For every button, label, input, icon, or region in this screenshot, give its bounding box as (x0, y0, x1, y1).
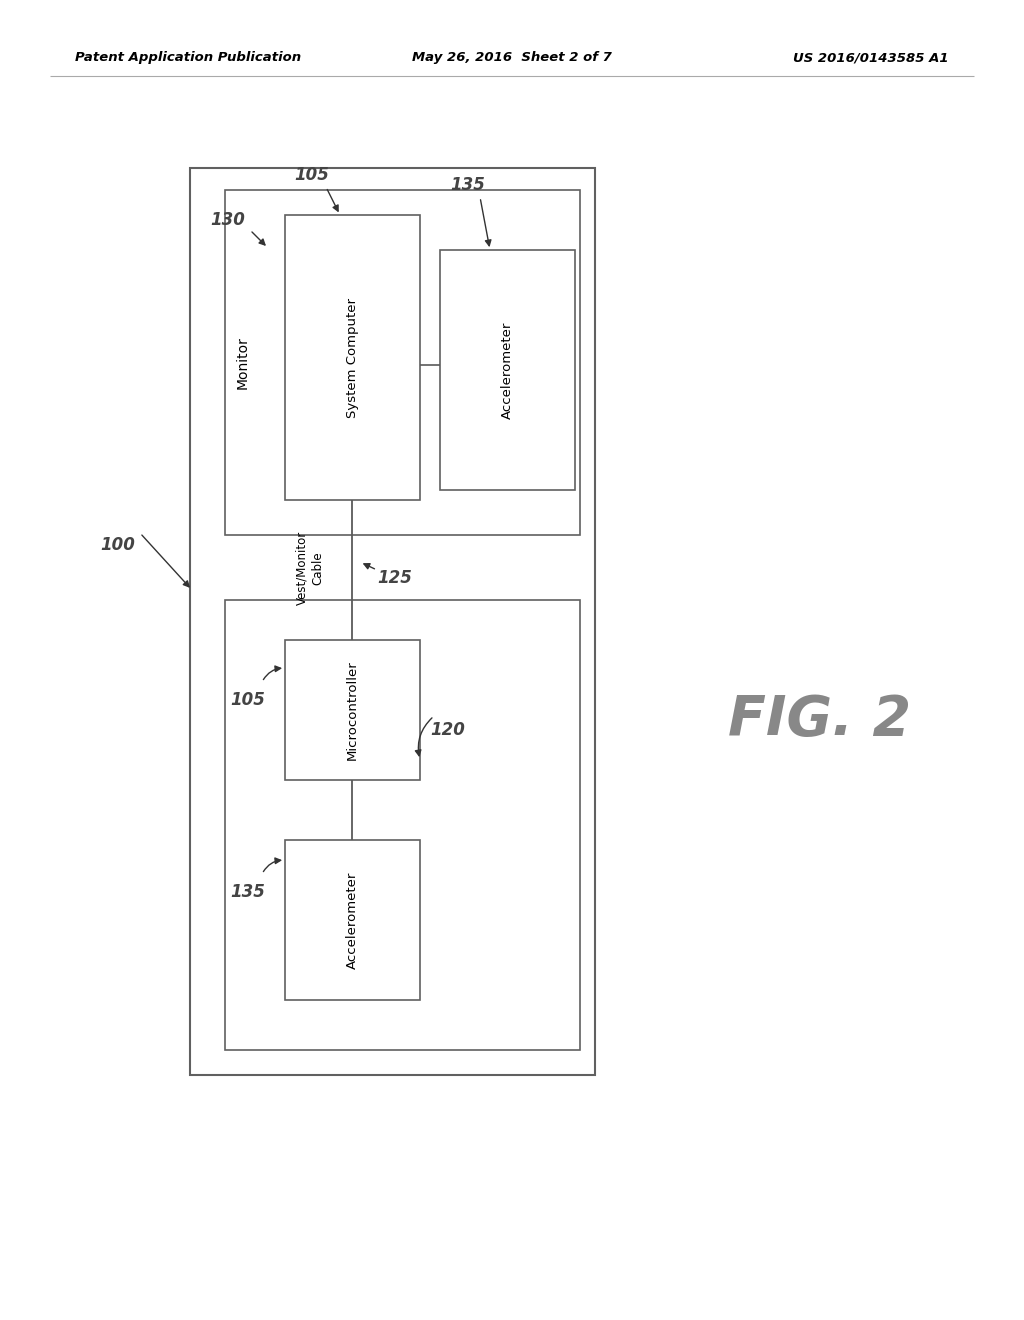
Text: US 2016/0143585 A1: US 2016/0143585 A1 (794, 51, 949, 65)
Bar (225, 601, 580, 1049)
Text: Patent Application Publication: Patent Application Publication (75, 51, 301, 65)
Bar (190, 168, 595, 1074)
Text: 105: 105 (230, 690, 265, 709)
Text: Monitor: Monitor (236, 337, 250, 389)
Text: System Computer: System Computer (346, 297, 359, 417)
Bar (285, 640, 420, 780)
Bar (440, 249, 575, 490)
Text: 125: 125 (378, 569, 413, 587)
Text: 135: 135 (230, 883, 265, 902)
Text: FIG. 2: FIG. 2 (728, 693, 911, 747)
Text: 130: 130 (211, 211, 246, 228)
Bar (285, 215, 420, 500)
Text: 120: 120 (430, 721, 466, 739)
Text: Vest/Monitor
Cable: Vest/Monitor Cable (296, 531, 325, 605)
Text: Accelerometer: Accelerometer (501, 321, 514, 418)
Bar (285, 840, 420, 1001)
Text: Accelerometer: Accelerometer (346, 871, 359, 969)
Text: May 26, 2016  Sheet 2 of 7: May 26, 2016 Sheet 2 of 7 (412, 51, 612, 65)
Text: Microcontroller: Microcontroller (346, 660, 359, 760)
Text: 100: 100 (100, 536, 135, 554)
Text: 135: 135 (451, 176, 485, 194)
Bar (225, 190, 580, 535)
Text: 105: 105 (295, 166, 330, 183)
